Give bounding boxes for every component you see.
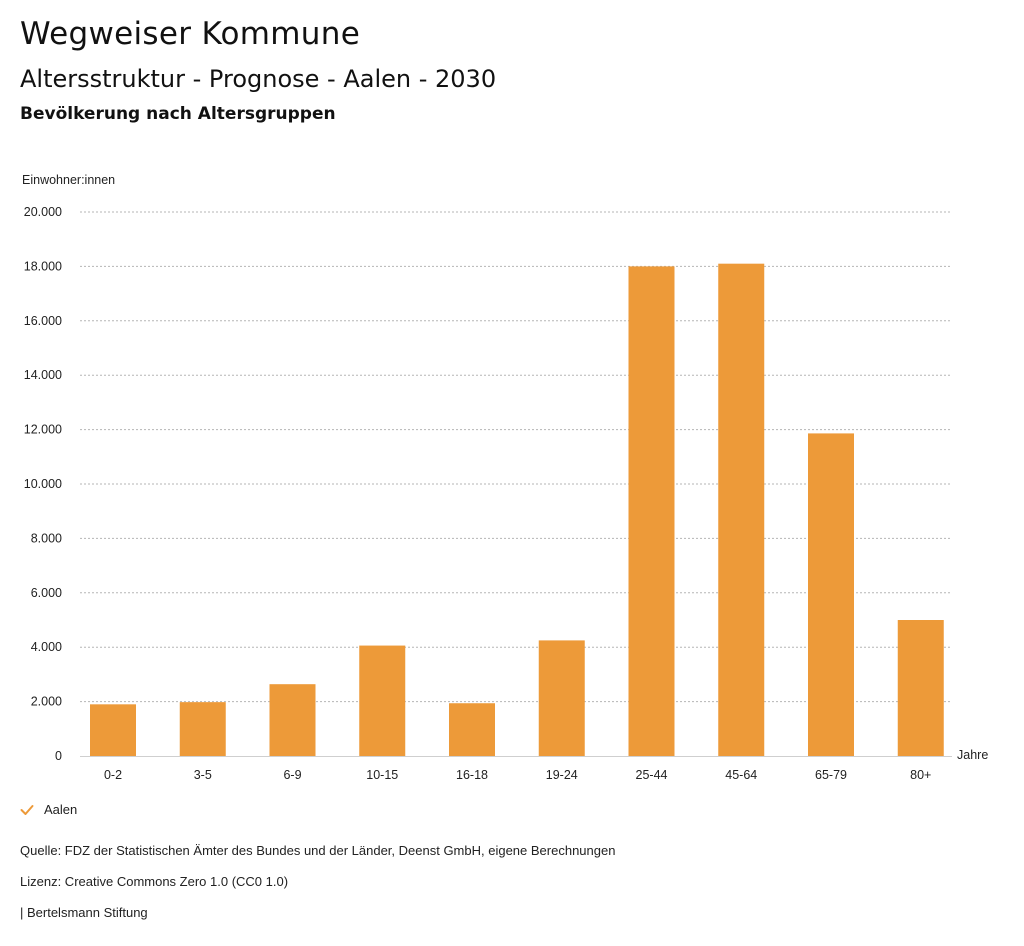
y-tick-label: 6.000 (31, 586, 62, 600)
y-tick-label: 16.000 (24, 314, 62, 328)
bar-10-15[interactable] (359, 645, 406, 756)
bar-6-9[interactable] (269, 684, 316, 756)
source-note: Quelle: FDZ der Statistischen Ämter des … (20, 843, 616, 858)
y-axis-ticks: 0 2.000 4.000 6.000 8.000 10.000 12.000 14.000 1… (24, 205, 62, 763)
publisher-note: | Bertelsmann Stiftung (20, 905, 148, 920)
bar-19-24[interactable] (538, 640, 585, 756)
x-tick-label: 25-44 (636, 768, 668, 782)
y-tick-label: 2.000 (31, 695, 62, 709)
site-title: Wegweiser Kommune (20, 16, 361, 52)
bars (90, 263, 944, 756)
x-tick-label: 6-9 (283, 768, 301, 782)
x-axis-ticks: 0-2 3-5 6-9 10-15 16-18 19-24 25-44 45-64 65-79 8… (104, 768, 931, 782)
x-tick-label: 19-24 (546, 768, 578, 782)
legend-label: Aalen (44, 802, 78, 817)
bar-25-44[interactable] (628, 266, 675, 756)
gridlines (80, 211, 952, 757)
y-axis-label: Einwohner:innen (22, 173, 115, 187)
x-tick-label: 3-5 (194, 768, 212, 782)
y-tick-label: 18.000 (24, 259, 62, 273)
y-tick-label: 14.000 (24, 368, 62, 382)
license-note: Lizenz: Creative Commons Zero 1.0 (CC0 1… (20, 874, 289, 889)
x-tick-label: 0-2 (104, 768, 122, 782)
y-tick-label: 8.000 (31, 531, 62, 545)
y-tick-label: 20.000 (24, 205, 62, 219)
x-tick-label: 45-64 (725, 768, 757, 782)
x-tick-label: 80+ (910, 768, 931, 782)
bar-0-2[interactable] (90, 704, 136, 756)
bar-80+[interactable] (897, 620, 944, 756)
bar-45-64[interactable] (718, 263, 765, 756)
x-tick-label: 10-15 (366, 768, 398, 782)
bar-16-18[interactable] (449, 703, 495, 756)
y-tick-label: 4.000 (31, 640, 62, 654)
chart-subtitle: Bevölkerung nach Altersgruppen (20, 104, 336, 124)
bar-65-79[interactable] (808, 433, 854, 756)
bar-chart: Einwohner:innen 0 2.000 4.000 6.000 8.000 10.… (22, 173, 988, 782)
x-tick-label: 65-79 (815, 768, 847, 782)
check-icon (20, 804, 34, 815)
x-axis-label: Jahre (957, 748, 988, 762)
y-tick-label: 0 (55, 749, 62, 763)
bar-3-5[interactable] (179, 702, 226, 756)
x-tick-label: 16-18 (456, 768, 488, 782)
legend-item-aalen[interactable]: Aalen (20, 802, 77, 817)
y-tick-label: 10.000 (24, 477, 62, 491)
y-tick-label: 12.000 (24, 423, 62, 437)
chart-title: Altersstruktur - Prognose - Aalen - 2030 (20, 65, 497, 93)
